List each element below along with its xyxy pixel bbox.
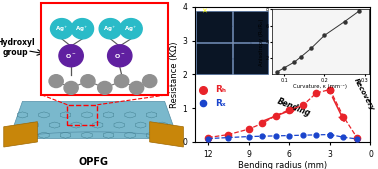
Circle shape <box>115 75 129 88</box>
Text: Rₕ: Rₕ <box>215 85 226 94</box>
Polygon shape <box>9 101 178 139</box>
Text: Ag$^+$: Ag$^+$ <box>104 24 117 34</box>
Circle shape <box>98 81 112 94</box>
Circle shape <box>49 75 63 88</box>
Text: Bending: Bending <box>276 97 312 119</box>
Text: ✕: ✕ <box>201 8 207 15</box>
Circle shape <box>51 19 73 39</box>
Circle shape <box>59 45 83 67</box>
Text: O$^-$: O$^-$ <box>114 52 125 60</box>
Text: Recovery: Recovery <box>353 77 375 112</box>
FancyBboxPatch shape <box>233 43 268 74</box>
FancyBboxPatch shape <box>197 11 232 42</box>
Text: Hydroxyl
group: Hydroxyl group <box>0 38 35 57</box>
Circle shape <box>143 75 157 88</box>
Circle shape <box>120 19 142 39</box>
FancyBboxPatch shape <box>197 43 232 74</box>
FancyBboxPatch shape <box>233 11 268 42</box>
Circle shape <box>130 81 144 94</box>
Polygon shape <box>4 122 37 147</box>
Circle shape <box>108 45 132 67</box>
Text: Ag$^+$: Ag$^+$ <box>55 24 69 34</box>
Circle shape <box>64 81 78 94</box>
Text: Rₓ: Rₓ <box>215 99 226 108</box>
Text: Ag$^+$: Ag$^+$ <box>75 24 89 34</box>
Circle shape <box>81 75 95 88</box>
Circle shape <box>71 19 94 39</box>
Circle shape <box>99 19 122 39</box>
X-axis label: Bending radius (mm): Bending radius (mm) <box>238 161 327 169</box>
Text: O$^-$: O$^-$ <box>65 52 77 60</box>
Y-axis label: Resistance (KΩ): Resistance (KΩ) <box>170 41 180 108</box>
FancyBboxPatch shape <box>41 3 168 95</box>
Text: Ag$^+$: Ag$^+$ <box>124 24 138 34</box>
Text: OPFG: OPFG <box>79 157 108 167</box>
Polygon shape <box>150 122 183 147</box>
